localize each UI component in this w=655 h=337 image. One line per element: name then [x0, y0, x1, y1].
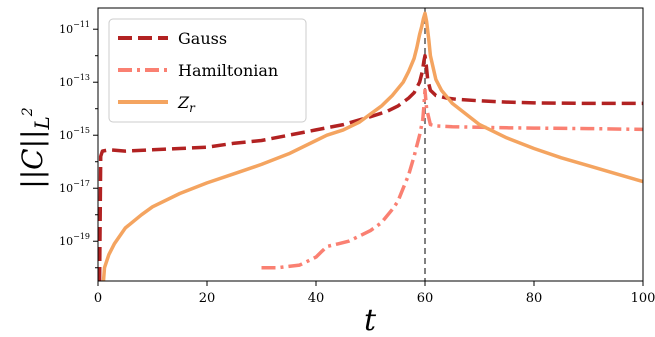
plot-lines [98, 8, 643, 281]
series-line-hamiltonian [261, 88, 643, 270]
legend-label-zr: Zr [177, 93, 196, 115]
x-axis-label: t [364, 303, 377, 337]
y-tick-label: 10−11 [59, 20, 90, 36]
y-axis-label: ||C||L2 [16, 107, 54, 188]
x-tick-label: 60 [417, 291, 434, 306]
y-tick-label: 10−19 [59, 232, 90, 248]
y-tick-label: 10−17 [59, 179, 90, 195]
x-tick-label: 80 [526, 291, 543, 306]
y-axis-label-subscript: L [30, 116, 54, 130]
x-tick-label: 100 [631, 291, 655, 306]
y-axis: 10−19 10−17 10−15 10−13 10−11 [59, 20, 98, 269]
x-tick-label: 40 [308, 291, 325, 306]
legend-label-zr-base: Z [177, 93, 190, 112]
legend-label-gauss: Gauss [178, 29, 227, 48]
x-tick-label: 0 [94, 291, 102, 306]
y-axis-label-superscript: 2 [20, 107, 36, 117]
series-line-gauss [98, 53, 643, 281]
x-axis: 0 20 40 60 80 100 [94, 281, 655, 306]
legend-label-zr-sub: r [189, 101, 196, 115]
series-line-zr [101, 11, 643, 281]
svg-text:||C||L2: ||C||L2 [16, 107, 54, 188]
y-tick-label: 10−13 [59, 73, 90, 89]
legend-box [108, 18, 307, 123]
y-axis-label-main: ||C|| [16, 130, 49, 189]
y-tick-label: 10−15 [59, 126, 90, 142]
plot-frame [97, 7, 644, 282]
x-tick-label: 20 [199, 291, 216, 306]
legend: Gauss Hamiltonian Zr [108, 18, 307, 123]
legend-label-hamiltonian: Hamiltonian [178, 61, 278, 80]
